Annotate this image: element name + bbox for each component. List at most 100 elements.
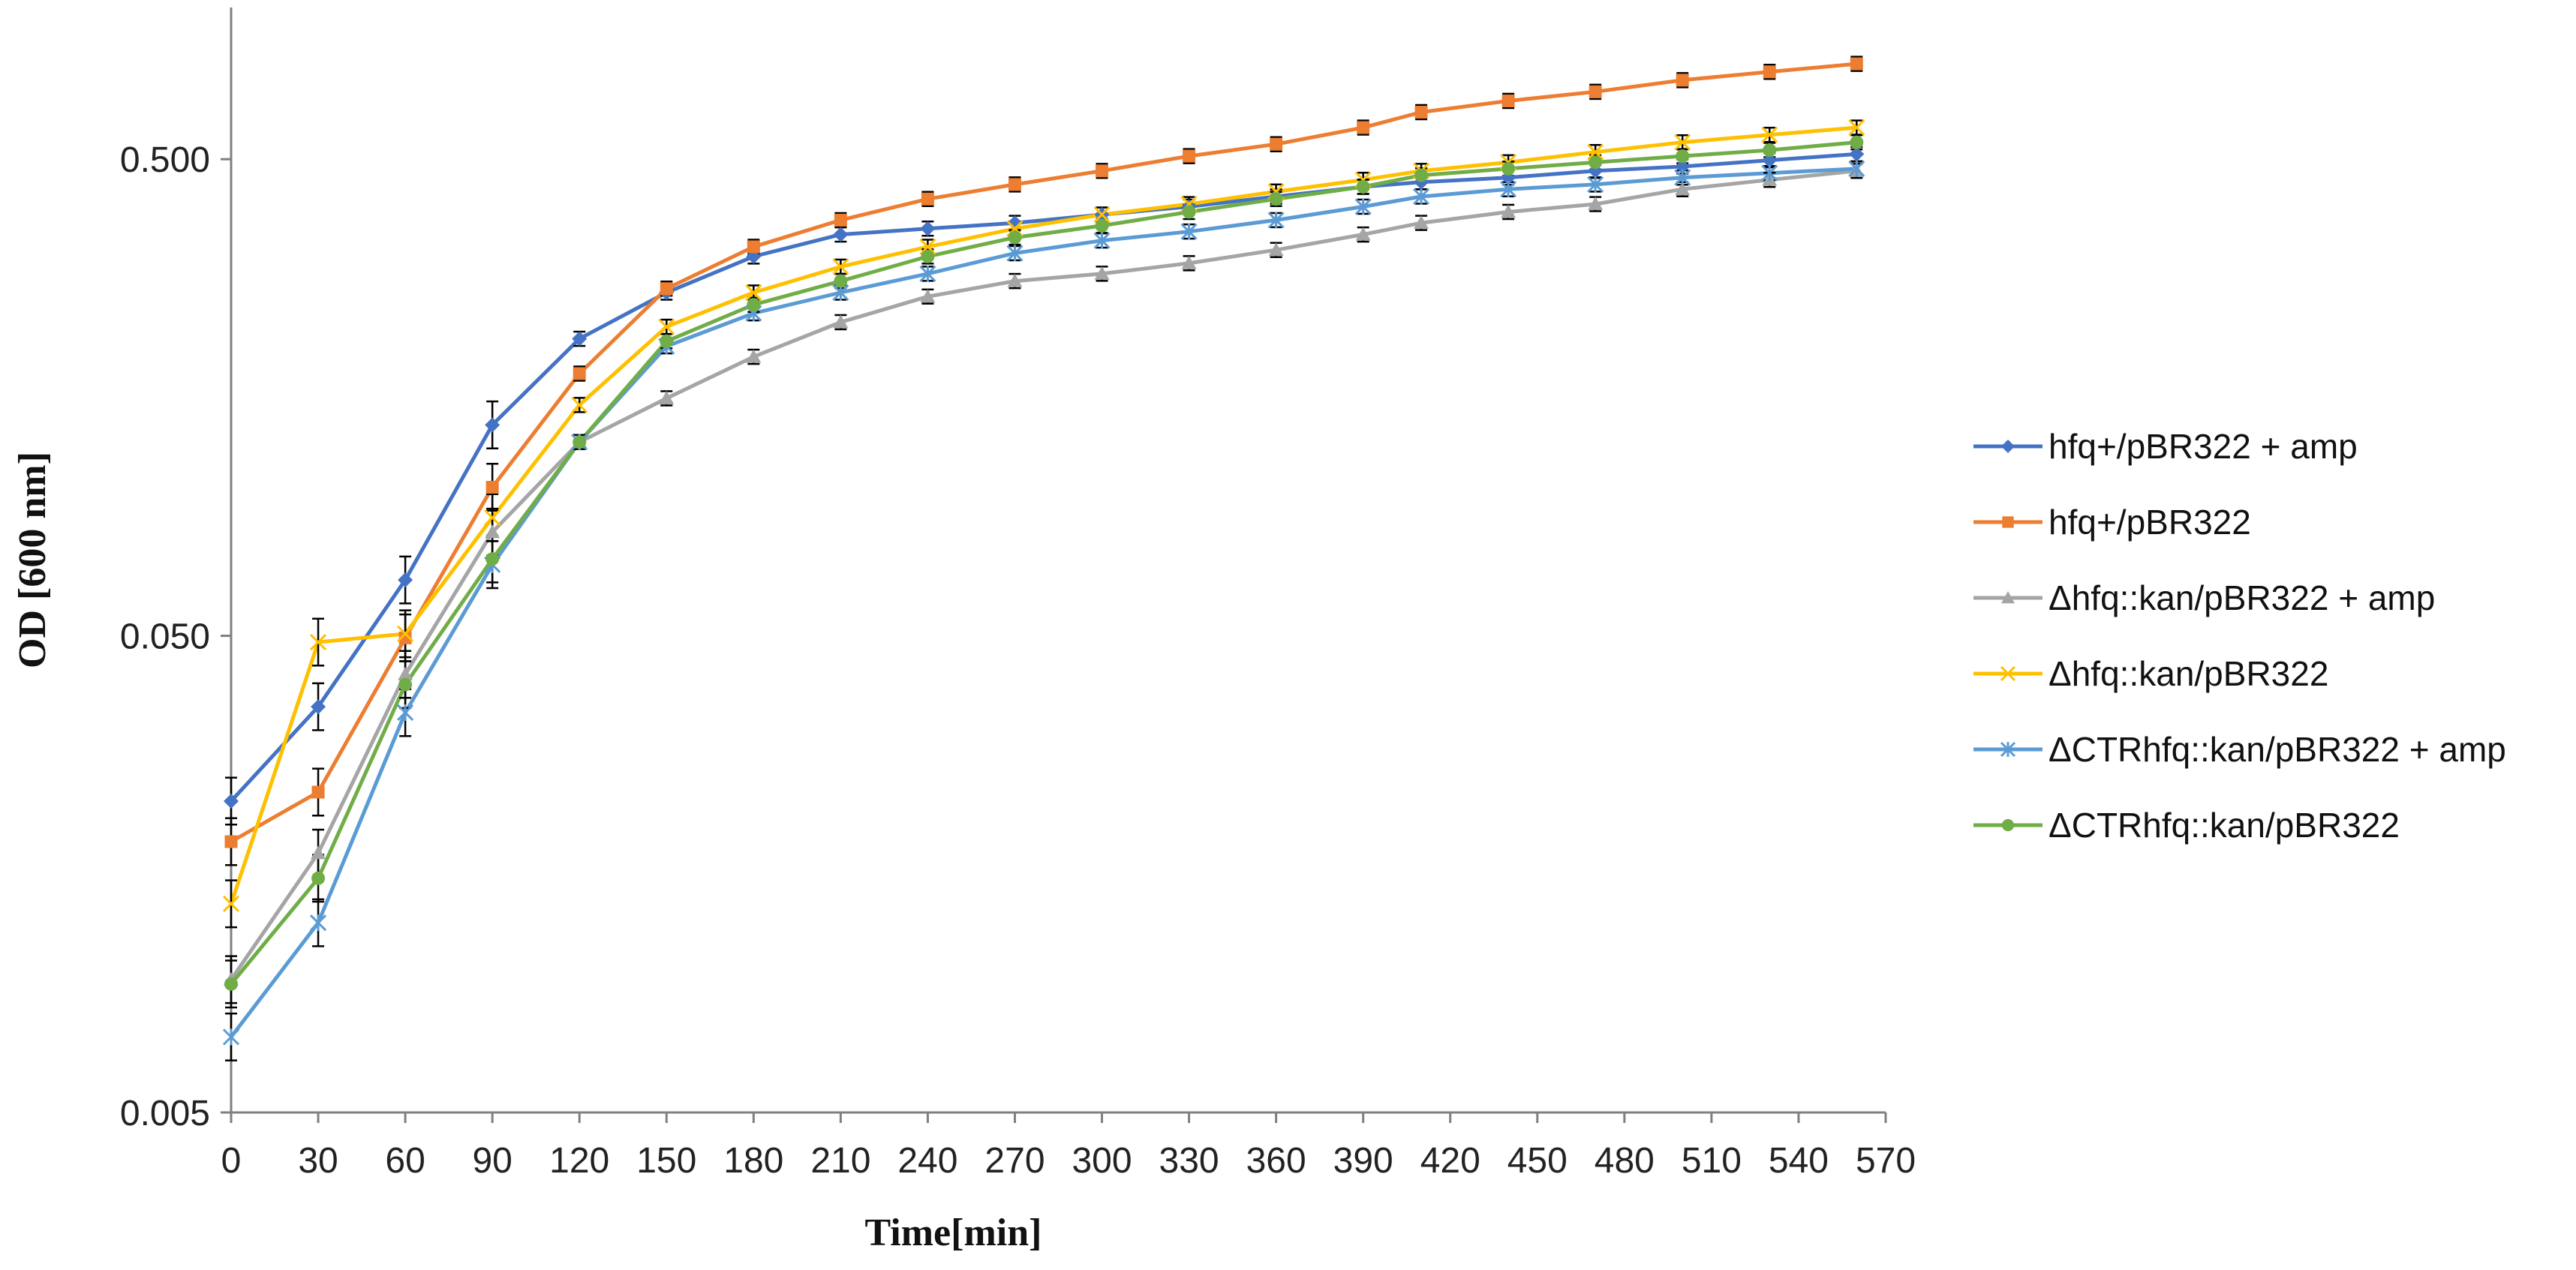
series-marker	[1008, 230, 1022, 245]
series-marker	[398, 677, 413, 692]
x-tick-label: 480	[1595, 1141, 1655, 1181]
series-marker	[1180, 223, 1198, 240]
series-marker	[1763, 143, 1777, 158]
marker-stroke	[309, 633, 327, 651]
series-marker	[2000, 741, 2016, 758]
marker-stroke	[919, 238, 936, 256]
series-marker	[1354, 198, 1372, 215]
y-tick-label: 0.005	[120, 1094, 210, 1133]
series-marker	[485, 552, 500, 566]
series-marker	[222, 895, 240, 912]
series-marker	[572, 331, 588, 347]
series-marker	[747, 240, 760, 254]
series-marker	[1501, 161, 1516, 176]
series-marker	[1007, 273, 1023, 287]
series-marker	[920, 289, 936, 303]
x-tick-label: 540	[1769, 1141, 1829, 1181]
marker-stroke	[658, 318, 675, 335]
series-marker	[1588, 197, 1604, 211]
series-marker	[1267, 212, 1285, 229]
x-tick-label: 510	[1682, 1141, 1742, 1181]
series-marker	[573, 435, 587, 449]
series-line	[230, 140, 1857, 986]
series-marker	[1675, 159, 1691, 175]
series-marker	[1850, 57, 1863, 71]
series-marker	[485, 481, 499, 494]
series-marker	[1848, 160, 1865, 177]
x-tick-label: 270	[984, 1141, 1045, 1181]
series-marker	[834, 213, 847, 227]
series-marker	[920, 221, 936, 236]
marker-stroke	[484, 509, 501, 527]
series-marker	[1095, 218, 1109, 233]
series-marker	[485, 417, 500, 433]
legend-label: hfq+/pBR322	[2048, 503, 2251, 542]
series-marker	[1587, 143, 1604, 161]
series-marker	[2001, 591, 2015, 604]
series-marker	[1094, 266, 1110, 280]
x-tick-label: 450	[1507, 1141, 1568, 1181]
legend-item: Δhfq::kan/pBR322	[1973, 654, 2328, 693]
series-marker	[1501, 95, 1515, 108]
series-marker	[1007, 215, 1023, 231]
series-marker	[1270, 137, 1283, 151]
series-marker	[311, 871, 326, 885]
series-marker	[1761, 126, 1778, 143]
marker-stroke	[832, 258, 849, 275]
series-marker	[833, 227, 849, 242]
series-marker	[1182, 205, 1196, 219]
series-marker	[1181, 255, 1197, 269]
series-marker	[2001, 440, 2015, 453]
series-marker	[834, 274, 848, 288]
series-marker	[1414, 106, 1428, 119]
series-marker	[1183, 149, 1196, 163]
legend: hfq+/pBR322 + amphfq+/pBR322Δhfq::kan/pB…	[1973, 427, 2506, 845]
x-tick-label: 180	[723, 1141, 783, 1181]
series-marker	[1412, 188, 1430, 206]
series-marker	[398, 572, 413, 588]
series-marker	[1761, 164, 1778, 182]
marker-stroke	[397, 625, 414, 642]
series-marker	[1500, 181, 1517, 198]
x-tick-label: 120	[549, 1141, 609, 1181]
y-tick-label: 0.050	[120, 617, 210, 657]
series-marker	[1674, 169, 1691, 186]
marker-stroke	[222, 895, 240, 912]
series-marker	[571, 396, 588, 413]
series-marker	[1587, 176, 1604, 193]
legend-label: ΔCTRhfq::kan/pBR322	[2048, 806, 2400, 845]
series-marker	[921, 192, 934, 206]
x-tick-label: 210	[810, 1141, 870, 1181]
series-marker	[747, 298, 761, 312]
marker-stroke	[1761, 126, 1778, 143]
series-line	[230, 62, 1857, 844]
series-marker	[1850, 135, 1864, 149]
series-marker	[660, 334, 674, 348]
marker-stroke	[2000, 665, 2016, 682]
x-tick-label: 570	[1856, 1141, 1916, 1181]
series-marker	[224, 793, 239, 809]
series-marker	[485, 524, 500, 539]
x-tick-label: 0	[221, 1141, 242, 1181]
series-marker	[833, 314, 849, 329]
series-marker	[397, 704, 414, 722]
legend-item: Δhfq::kan/pBR322 + amp	[1973, 578, 2435, 617]
marker-stroke	[1093, 206, 1111, 224]
series-marker	[1269, 192, 1283, 206]
series-line	[229, 125, 1857, 905]
series-line	[230, 167, 1857, 1038]
series-marker	[1848, 119, 1865, 137]
x-tick-label: 30	[298, 1141, 338, 1181]
series-marker	[224, 835, 238, 848]
x-tick-label: 60	[385, 1141, 425, 1181]
y-tick-label: 0.500	[120, 140, 210, 180]
series-marker	[1676, 149, 1690, 164]
series-marker	[311, 785, 325, 799]
series-marker	[1414, 168, 1429, 182]
x-tick-label: 150	[636, 1141, 696, 1181]
series-line	[230, 152, 1857, 803]
series-marker	[1006, 245, 1023, 262]
axes: 0 30 60 90 120 150 180 210 240 270 300 330 360 390 420…	[120, 8, 1916, 1181]
